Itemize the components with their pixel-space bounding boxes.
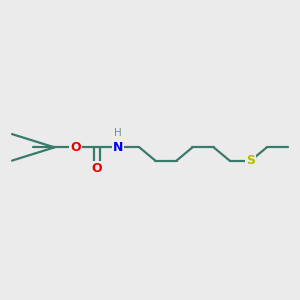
Text: N: N — [113, 141, 123, 154]
Text: S: S — [246, 154, 255, 167]
Text: O: O — [92, 162, 102, 175]
Text: O: O — [70, 141, 81, 154]
Text: H: H — [114, 128, 122, 138]
